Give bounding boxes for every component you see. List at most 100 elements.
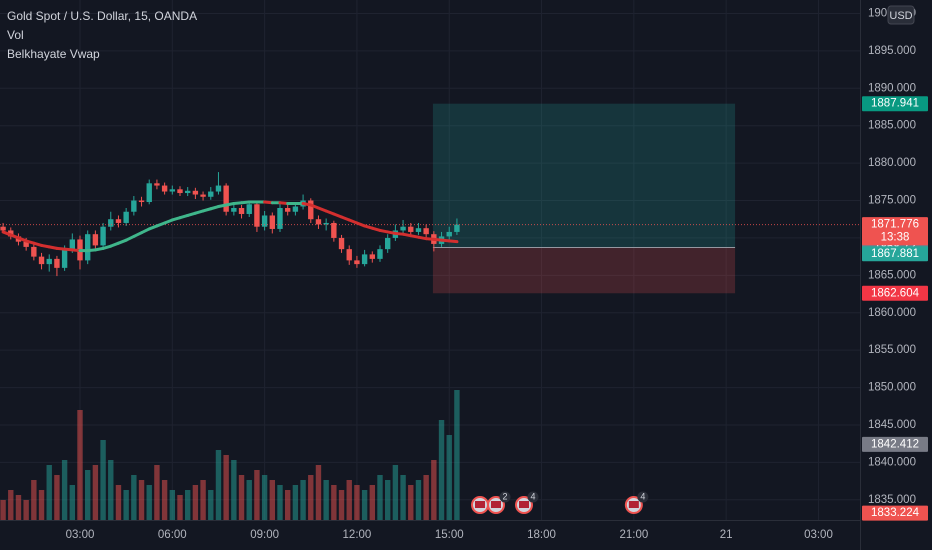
price-label-bg — [862, 436, 928, 452]
candle-body — [161, 185, 168, 192]
x-tick-label: 21:00 — [619, 529, 648, 541]
vwap-segment — [447, 239, 459, 244]
volume-bar — [92, 465, 99, 520]
currency-label[interactable]: USD — [889, 10, 912, 22]
candle-body — [238, 208, 245, 214]
candle-body — [123, 211, 129, 223]
volume-pane — [0, 390, 460, 520]
candle-body — [192, 190, 199, 195]
candle-body — [415, 228, 422, 232]
event-count: 4 — [530, 491, 535, 501]
candle-body — [354, 260, 360, 265]
candle-body — [292, 206, 299, 212]
x-tick-label: 12:00 — [343, 529, 372, 541]
candle-body — [154, 183, 160, 186]
volume-bar — [354, 485, 360, 520]
event-flag — [519, 501, 529, 508]
candle-body — [361, 254, 368, 265]
volume-bar — [23, 500, 29, 520]
event-count-bg — [637, 491, 649, 503]
volume-bar — [123, 490, 129, 520]
volume-bar — [331, 485, 337, 520]
price-axis: 1835.000 1840.000 1845.000 1850.000 1855.000… — [862, 7, 928, 521]
stop-label-bg — [862, 285, 928, 301]
target-label: 1887.941 — [871, 98, 919, 110]
volume-bar — [308, 475, 314, 520]
y-tick-label: 1845.000 — [868, 419, 916, 431]
candle-body — [246, 204, 252, 214]
price-label: 1867.881 — [871, 248, 919, 260]
candle-body — [177, 189, 183, 194]
volume-bar — [192, 485, 199, 520]
volume-bar — [100, 440, 106, 520]
countdown: 13:38 — [881, 232, 910, 244]
candle-body — [46, 258, 52, 265]
candle-body — [285, 208, 291, 212]
volume-bar — [223, 455, 229, 520]
volume-bar — [361, 490, 368, 520]
profit-zone[interactable] — [432, 103, 736, 248]
candle-body — [231, 208, 237, 212]
time-axis: 03:00 06:00 09:00 12:00 15:00 18:00 21:00 21 03:… — [66, 529, 833, 541]
candle-body — [61, 249, 68, 268]
volume-bar — [69, 485, 75, 520]
candle-body — [92, 234, 99, 246]
volume-bar — [246, 480, 252, 520]
y-tick-label: 1835.000 — [868, 494, 916, 506]
volume-bar — [169, 490, 175, 520]
volume-bar — [154, 465, 160, 520]
candle-body — [254, 204, 260, 227]
candle-body — [146, 183, 152, 203]
volume-bar — [31, 480, 37, 520]
volume-bar — [285, 490, 291, 520]
price-label: 1842.412 — [871, 438, 919, 450]
y-tick-label: 1880.000 — [868, 157, 916, 169]
stop-label: 1862.604 — [871, 287, 920, 299]
volume-bar — [377, 475, 383, 520]
indicator-name[interactable]: Vol — [7, 28, 24, 42]
volume-bar — [231, 460, 237, 520]
volume-bar — [85, 470, 91, 520]
candle-body — [315, 219, 322, 225]
volume-bar — [46, 465, 52, 520]
volume-bar — [431, 460, 437, 520]
candle-body — [131, 200, 137, 212]
volume-bar — [215, 450, 222, 520]
volume-bar — [346, 480, 352, 520]
volume-bar — [61, 460, 68, 520]
candle-body — [215, 185, 222, 192]
volume-bar — [261, 475, 268, 520]
candle-body — [423, 228, 429, 235]
candle-body — [54, 258, 60, 268]
volume-bar — [400, 475, 406, 520]
candle-body — [369, 254, 375, 259]
indicator-name[interactable]: Belkhayate Vwap — [7, 47, 100, 61]
candle-body — [185, 190, 191, 194]
symbol-title: Gold Spot / U.S. Dollar, 15, OANDA — [7, 9, 197, 23]
candle-body — [269, 215, 275, 229]
candle-body — [385, 237, 391, 250]
candle-body — [446, 231, 452, 237]
volume-bar — [369, 485, 375, 520]
position-tool[interactable] — [432, 103, 736, 294]
y-tick-label: 1850.000 — [868, 382, 916, 394]
volume-bar — [277, 485, 283, 520]
volume-bar — [438, 420, 445, 520]
currency-badge[interactable] — [887, 5, 915, 25]
loss-zone[interactable] — [432, 247, 736, 294]
volume-bar — [292, 485, 299, 520]
volume-bar — [385, 480, 391, 520]
y-tick-label: 1840.000 — [868, 456, 916, 468]
volume-bar — [138, 480, 145, 520]
y-tick-label: 1885.000 — [868, 120, 916, 132]
candle-body — [0, 226, 6, 231]
y-tick-label: 1865.000 — [868, 269, 916, 281]
volume-bar — [238, 475, 245, 520]
x-tick-label: 15:00 — [435, 529, 464, 541]
candle-body — [69, 239, 75, 250]
volume-bar — [323, 480, 329, 520]
candle-body — [208, 191, 214, 197]
y-tick-label: 1875.000 — [868, 195, 916, 207]
candle-body — [200, 194, 206, 197]
